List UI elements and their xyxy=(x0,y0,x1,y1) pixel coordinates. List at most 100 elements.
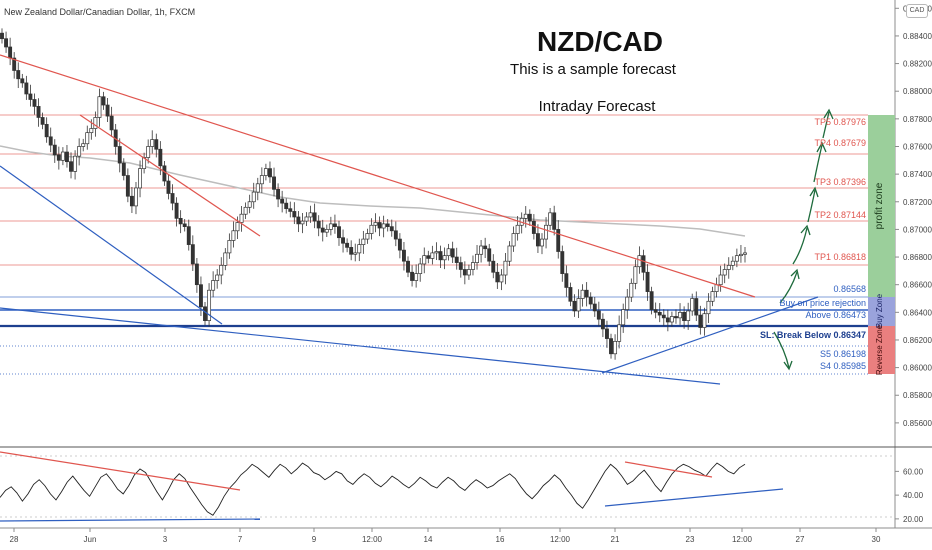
forecast-arrow-4 xyxy=(807,189,816,223)
candle-body xyxy=(637,255,642,268)
profit-zone xyxy=(868,115,895,297)
tp2-label: TP2 0.87144 xyxy=(814,210,866,220)
candle-body xyxy=(89,128,94,134)
candle-body xyxy=(231,230,236,241)
candle-body xyxy=(97,96,102,118)
candle-body xyxy=(0,32,4,40)
candle-body xyxy=(718,274,723,286)
stop-loss-label: SL: Break Below 0.86347 xyxy=(760,330,866,340)
candle-body xyxy=(564,273,569,288)
rsi-tick-label: 60.00 xyxy=(903,467,924,476)
candle-body xyxy=(434,251,439,254)
candle-body xyxy=(426,255,431,259)
price-tick-label: 0.87000 xyxy=(903,225,932,234)
candle-body xyxy=(657,311,662,316)
candle-body xyxy=(568,287,573,302)
candle-body xyxy=(674,316,678,319)
forecast-arrow-1-head xyxy=(790,268,800,280)
candle-body xyxy=(507,245,512,262)
plot-background xyxy=(0,0,895,550)
candle-body xyxy=(121,162,126,176)
candle-body xyxy=(572,300,577,312)
rsi-tick-label: 20.00 xyxy=(903,515,924,524)
candle-body xyxy=(117,146,122,164)
candle-body xyxy=(491,260,496,273)
candle-body xyxy=(324,229,329,233)
candle-body xyxy=(69,161,73,172)
time-tick-label: 12:00 xyxy=(362,535,383,544)
candle-body xyxy=(576,298,581,312)
candle-body xyxy=(40,117,45,125)
candle-body xyxy=(223,252,228,266)
time-tick-label: 23 xyxy=(686,535,695,544)
time-tick-label: 12:00 xyxy=(732,535,753,544)
resistance-label: 0.86568 xyxy=(833,284,866,294)
rsi-support-trendline xyxy=(0,518,261,522)
candle-body xyxy=(535,233,540,247)
candle-body xyxy=(44,124,49,138)
candle-body xyxy=(714,284,719,292)
candle-body xyxy=(178,218,183,225)
rsi-tick-label: 40.00 xyxy=(903,491,924,500)
candle-body xyxy=(158,148,163,167)
candle-body xyxy=(690,298,695,312)
candle-body xyxy=(284,202,289,210)
candle-body xyxy=(584,289,589,298)
price-tick-label: 0.88400 xyxy=(903,32,932,41)
s5-label: S5 0.86198 xyxy=(820,349,866,359)
candle-body xyxy=(16,70,21,80)
candle-body xyxy=(523,213,528,219)
candle-body xyxy=(418,263,423,274)
time-tick-label: 30 xyxy=(872,535,881,544)
candle-body xyxy=(150,139,155,147)
candle-body xyxy=(162,165,167,182)
candle-body xyxy=(430,252,435,259)
candle-body xyxy=(706,300,711,315)
time-tick-label: 14 xyxy=(424,535,433,544)
candle-body xyxy=(276,188,281,200)
candle-body xyxy=(32,99,37,107)
reverse-arrow xyxy=(773,331,790,369)
candle-body xyxy=(203,306,207,321)
candle-body xyxy=(105,104,110,117)
candle-body xyxy=(190,244,195,265)
candle-body xyxy=(661,314,666,319)
price-tick-label: 0.87400 xyxy=(903,170,932,179)
candle-body xyxy=(621,309,626,326)
candle-body xyxy=(24,82,29,95)
forecast-subtitle: This is a sample forecast xyxy=(510,61,677,78)
candle-body xyxy=(56,154,61,161)
candle-body xyxy=(422,255,427,265)
candle-body xyxy=(730,260,735,266)
candle-body xyxy=(268,168,272,178)
candle-body xyxy=(259,175,264,185)
price-tick-label: 0.85800 xyxy=(903,391,932,400)
buy-note-label: Buy on price rejection xyxy=(779,298,866,308)
time-tick-label: 16 xyxy=(496,535,505,544)
candle-body xyxy=(288,208,293,212)
s4-label: S4 0.85985 xyxy=(820,361,866,371)
candle-body xyxy=(73,155,78,172)
buy-zone xyxy=(868,297,895,326)
candle-body xyxy=(588,296,593,305)
candle-body xyxy=(645,271,650,292)
candle-body xyxy=(312,212,317,222)
currency-badge[interactable]: CAD xyxy=(906,4,928,18)
candle-body xyxy=(592,303,597,312)
candle-body xyxy=(353,252,358,255)
price-tick-label: 0.86800 xyxy=(903,253,932,262)
candle-body xyxy=(12,57,17,71)
forecast-arrow-1 xyxy=(779,271,798,304)
moving-average-line xyxy=(0,145,746,237)
time-tick-label: 3 xyxy=(163,535,168,544)
candle-body xyxy=(174,202,179,219)
candle-body xyxy=(617,324,622,342)
candle-body xyxy=(397,238,402,251)
time-tick-label: 7 xyxy=(238,535,243,544)
price-tick-label: 0.87600 xyxy=(903,142,932,151)
candle-body xyxy=(81,143,86,147)
candle-body xyxy=(263,168,268,176)
candle-body xyxy=(337,226,341,239)
price-tick-label: 0.86000 xyxy=(903,364,932,373)
